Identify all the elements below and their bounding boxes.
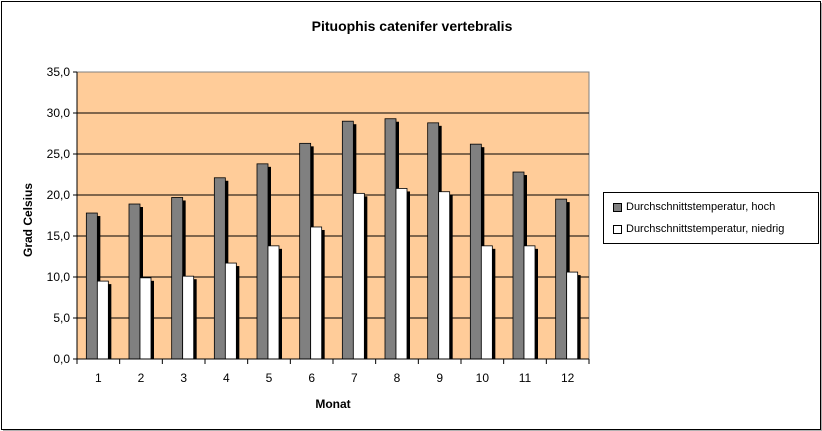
x-tick-label: 10 <box>476 371 490 385</box>
y-tick-label: 30,0 <box>47 106 71 120</box>
x-tick-label: 7 <box>351 371 358 385</box>
x-tick-label: 12 <box>561 371 575 385</box>
y-tick-label: 35,0 <box>47 65 71 79</box>
x-tick-label: 8 <box>394 371 401 385</box>
x-tick-label: 3 <box>180 371 187 385</box>
bar-low <box>480 245 493 360</box>
x-tick-label: 1 <box>95 371 102 385</box>
bar-low <box>310 226 323 360</box>
y-tick-label: 25,0 <box>47 147 71 161</box>
bar-low <box>352 192 365 360</box>
bar-high <box>555 198 568 360</box>
bar-high <box>384 118 397 360</box>
legend-label-low: Durchschnittstemperatur, niedrig <box>626 223 785 235</box>
bar-high <box>128 203 141 360</box>
bar-low <box>566 271 579 360</box>
plot-area <box>76 71 590 360</box>
legend-label-high: Durchschnittstemperatur, hoch <box>626 201 776 213</box>
x-tick-label: 2 <box>138 371 145 385</box>
bar-high <box>427 122 440 360</box>
x-tick-label: 4 <box>223 371 230 385</box>
y-axis-label: Grad Celsius <box>21 183 35 257</box>
y-tick-label: 10,0 <box>47 270 71 284</box>
x-tick-label: 6 <box>308 371 315 385</box>
bar-high <box>213 177 226 360</box>
bar-low <box>224 262 237 360</box>
y-tick-label: 20,0 <box>47 188 71 202</box>
bar-low <box>267 245 280 360</box>
y-tick-label: 0,0 <box>53 352 70 366</box>
legend-swatch-high <box>613 202 622 212</box>
bar-low <box>139 277 152 360</box>
legend-item-high: Durchschnittstemperatur, hoch <box>613 200 775 214</box>
bar-low <box>438 191 451 360</box>
bar-high <box>512 171 525 360</box>
x-tick-label: 9 <box>436 371 443 385</box>
bar-low <box>96 280 109 360</box>
x-tick-label: 5 <box>266 371 273 385</box>
bar-high <box>299 142 312 360</box>
bar-high <box>85 212 98 360</box>
y-tick-label: 5,0 <box>53 311 70 325</box>
x-axis-label: Monat <box>315 397 350 411</box>
bar-low <box>182 275 195 360</box>
x-tick-label: 11 <box>519 371 532 385</box>
bar-low <box>523 245 536 360</box>
legend-item-low: Durchschnittstemperatur, niedrig <box>613 222 784 236</box>
bar-high <box>171 197 184 360</box>
bar-high <box>469 143 482 360</box>
bar-high <box>256 163 269 360</box>
bar-low <box>395 188 408 360</box>
bar-high <box>341 120 354 360</box>
chart-legend: Durchschnittstemperatur, hoch Durchschni… <box>603 192 819 244</box>
legend-swatch-low <box>613 224 622 234</box>
y-tick-label: 15,0 <box>47 229 71 243</box>
chart-title: Pituophis catenifer vertebralis <box>312 18 513 34</box>
